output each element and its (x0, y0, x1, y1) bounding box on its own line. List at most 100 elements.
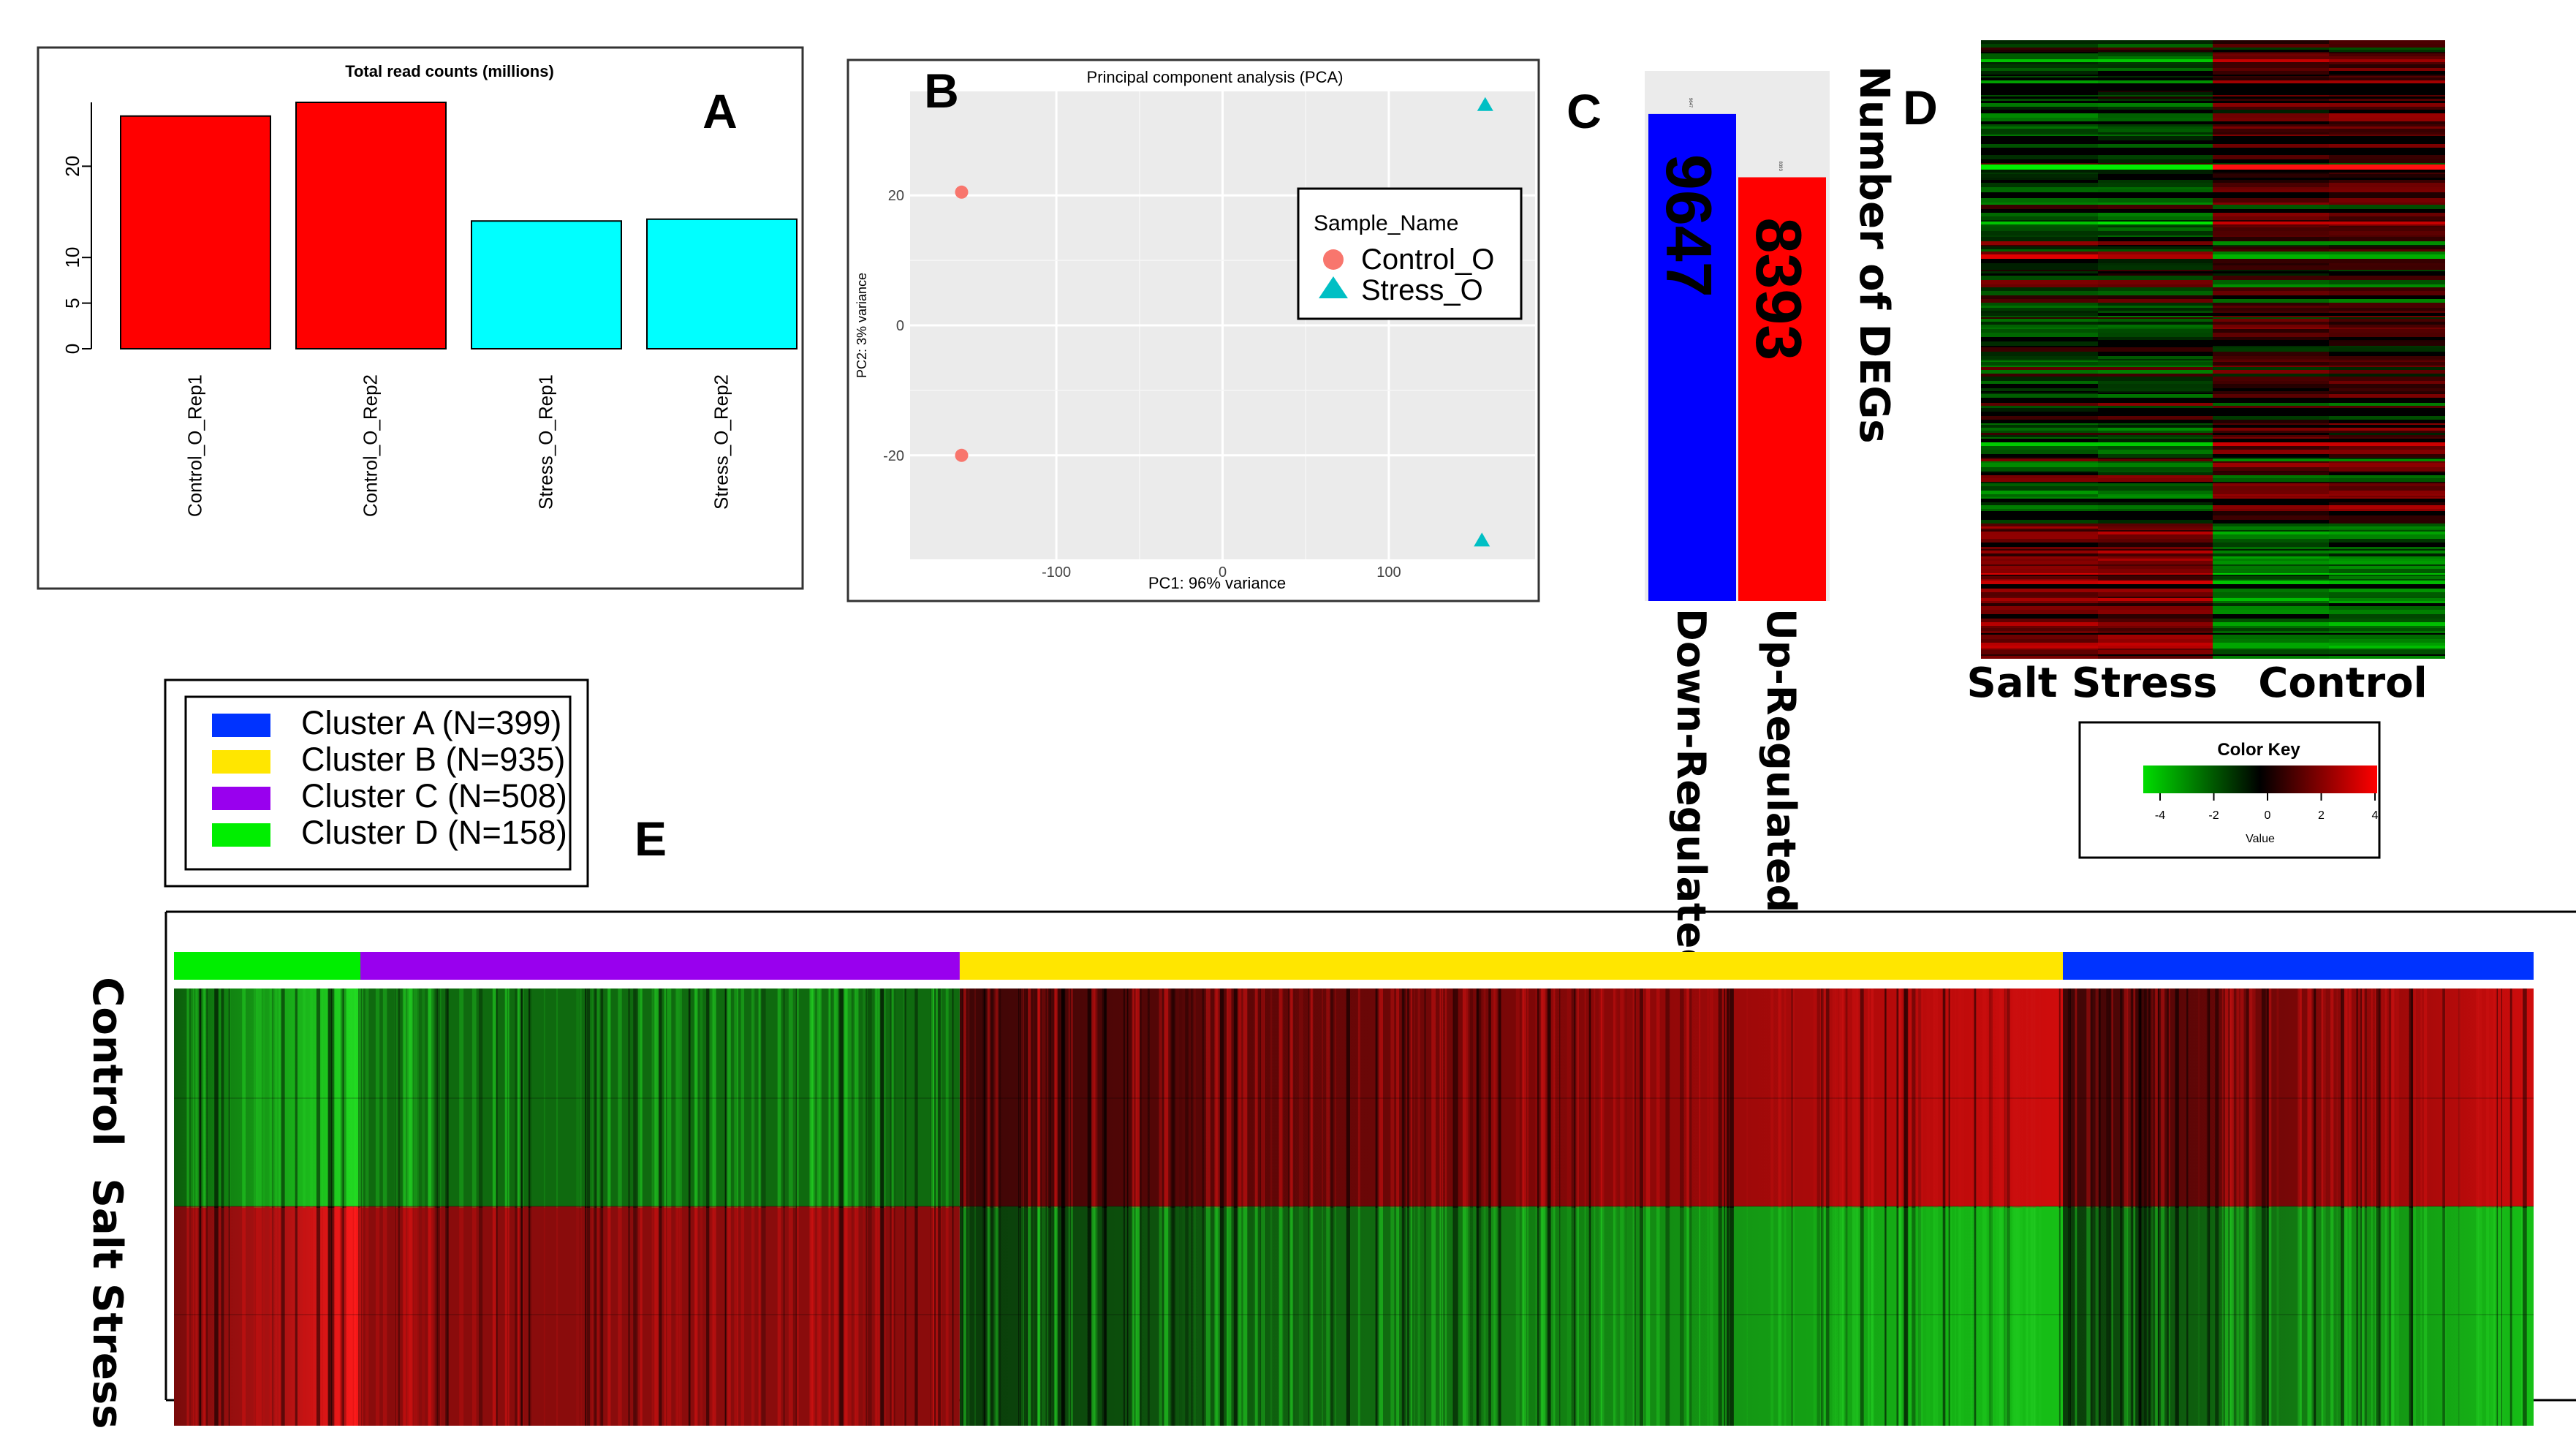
heat-stripe (375, 1206, 380, 1426)
heat-stripe (1411, 1206, 1414, 1426)
heat-stripe (1123, 1206, 1126, 1426)
heat-stripe (280, 989, 285, 1208)
panel-d-cell (2213, 254, 2329, 259)
panel-d-cell (2098, 603, 2213, 606)
panel-d-cell (1981, 497, 2098, 499)
heat-stripe (402, 1206, 406, 1426)
panel-d-cell (2098, 308, 2213, 311)
heat-stripe (254, 1206, 257, 1426)
panel-d-cell (2098, 472, 2213, 475)
heat-stripe (1219, 989, 1224, 1208)
panel-d-cell (1981, 610, 2098, 614)
legend-swatch-cluster-d-n-158 (212, 823, 270, 847)
heat-stripe (2133, 1206, 2136, 1426)
panel-d-cell (2098, 374, 2213, 377)
panel-d-cell (2329, 601, 2445, 603)
panel-d-cell (2329, 431, 2445, 433)
heat-stripe (1333, 1206, 1336, 1426)
panel-d-cell (1981, 59, 2098, 62)
heat-stripe (1452, 989, 1455, 1208)
panel-d-cell (2098, 459, 2213, 461)
heat-stripe (1289, 989, 1294, 1208)
panel-d-cell (1981, 445, 2098, 450)
panel-d-cell (1981, 313, 2098, 316)
heat-stripe (445, 989, 449, 1208)
panel-d-cell (2213, 437, 2329, 439)
heat-stripe (710, 1206, 713, 1426)
panel-d-cell (2213, 556, 2329, 559)
heat-stripe (933, 989, 938, 1208)
panel-d-cell (2098, 155, 2213, 159)
heat-stripe (429, 989, 434, 1208)
heat-stripe (1205, 1206, 1211, 1426)
panel-d-cell (2098, 91, 2213, 92)
panel-d-cell (2098, 273, 2213, 276)
heat-stripe (875, 989, 880, 1208)
heat-stripe (2299, 989, 2302, 1208)
panel-d-cell (2098, 317, 2213, 319)
heat-stripe (2206, 1206, 2211, 1426)
color-key-tick-2: 2 (2318, 809, 2325, 822)
panel-d-cell (1981, 532, 2098, 534)
panel-d-cell (2213, 435, 2329, 437)
heat-stripe (1770, 989, 1774, 1208)
heat-stripe (1832, 1206, 1836, 1426)
panel-d-cell (2213, 416, 2329, 420)
heat-stripe (2075, 989, 2077, 1208)
panel-d-cell (2329, 75, 2445, 76)
heat-stripe (1169, 989, 1171, 1208)
heat-stripe (1281, 989, 1284, 1208)
panel-d-cell (2213, 216, 2329, 220)
heat-stripe (2131, 989, 2133, 1208)
heat-stripe (341, 989, 344, 1208)
panel-d-cell (1981, 347, 2098, 352)
heat-stripe (272, 989, 274, 1208)
heat-stripe (2198, 1206, 2200, 1426)
heat-stripe (678, 989, 679, 1208)
heat-stripe (365, 1206, 369, 1426)
panel-d-cell (2329, 346, 2445, 347)
legend-swatch-cluster-c-n-508 (212, 787, 270, 810)
panel-d-cell (2098, 316, 2213, 317)
heat-stripe (435, 989, 440, 1208)
heat-stripe (1185, 1206, 1189, 1426)
heat-stripe (1625, 989, 1628, 1208)
heat-stripe (195, 989, 200, 1208)
panel-d-cell (2213, 420, 2329, 423)
panel-d-cell (2329, 505, 2445, 509)
heat-stripe (1689, 989, 1692, 1208)
panel-d-cell (1981, 631, 2098, 633)
panel-d-cell (2098, 505, 2213, 509)
heat-stripe (1632, 1206, 1636, 1426)
heat-stripe (2497, 1206, 2501, 1426)
panel-d-cell (2098, 311, 2213, 313)
heat-stripe (1665, 1206, 1670, 1426)
heat-stripe (303, 989, 306, 1208)
heat-stripe (1982, 989, 1987, 1208)
panel-d-cell (2098, 124, 2213, 126)
heat-stripe (2186, 989, 2189, 1208)
heat-stripe (1058, 1206, 1061, 1426)
heat-stripe (358, 989, 360, 1208)
panel-d-cell (2329, 606, 2445, 610)
heat-stripe (893, 1206, 895, 1426)
heat-stripe (242, 989, 246, 1208)
heat-stripe (1138, 1206, 1142, 1426)
panel-d-cell (2213, 155, 2329, 159)
heat-stripe (1547, 989, 1551, 1208)
panel-d-cell (1981, 352, 2098, 356)
heat-stripe (1259, 1206, 1265, 1426)
heat-stripe (303, 1206, 306, 1426)
cluster-color-bar (174, 952, 2534, 980)
color-key-tick-4: 4 (2372, 809, 2379, 822)
heat-stripe (327, 1206, 330, 1426)
panel-d-cell (2329, 553, 2445, 556)
heat-stripe (1707, 1206, 1709, 1426)
heat-stripe (2092, 989, 2094, 1208)
heat-stripe (1093, 989, 1098, 1208)
heat-stripe (2095, 1206, 2099, 1426)
panel-d-cell (2329, 299, 2445, 303)
heat-stripe (1821, 1206, 1824, 1426)
heat-stripe (628, 989, 631, 1208)
heat-stripe (1238, 989, 1242, 1208)
